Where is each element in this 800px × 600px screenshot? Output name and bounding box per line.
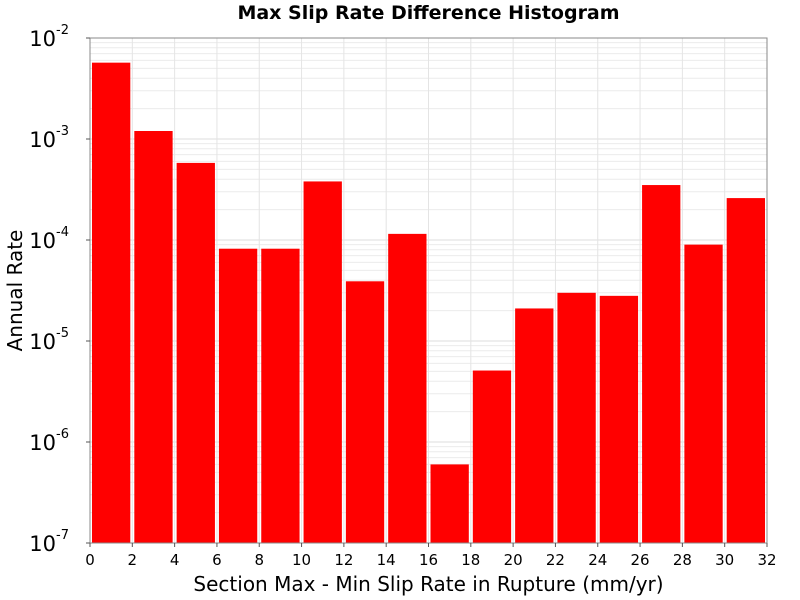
x-axis-ticks: 0 2 4 6 8 10 12 14 16 18 20 22 24 26 28 30 32: [85, 543, 777, 569]
histogram-bar: [684, 244, 723, 543]
bars: [92, 62, 765, 544]
x-tick-label: 22: [546, 551, 565, 569]
y-tick-label-exponent: -5: [56, 326, 69, 341]
y-tick-label-exponent: -7: [56, 528, 69, 543]
y-tick-label-base: 10: [29, 431, 56, 455]
x-tick-label: 0: [85, 551, 95, 569]
y-axis-label: Annual Rate: [3, 230, 27, 352]
x-tick-label: 12: [334, 551, 353, 569]
x-tick-label: 26: [631, 551, 650, 569]
y-tick-label-base: 10: [29, 128, 56, 152]
y-axis-ticks: 10-710-610-510-410-310-2: [29, 23, 90, 556]
histogram-bar: [345, 281, 385, 543]
histogram-bar: [218, 248, 258, 543]
histogram-bar: [599, 295, 639, 543]
histogram-bar: [92, 62, 131, 543]
histogram-bar: [472, 370, 512, 543]
y-tick-label-exponent: -2: [56, 23, 69, 38]
x-tick-label: 28: [673, 551, 692, 569]
x-tick-label: 32: [757, 551, 776, 569]
y-tick-label-base: 10: [29, 330, 56, 354]
x-tick-label: 18: [461, 551, 480, 569]
x-tick-label: 2: [128, 551, 138, 569]
y-tick-label-exponent: -6: [56, 427, 69, 442]
histogram-bar: [642, 185, 681, 543]
y-tick-label-base: 10: [29, 532, 56, 556]
y-tick-label-base: 10: [29, 229, 56, 253]
histogram-bar: [726, 198, 765, 543]
y-tick-label-exponent: -3: [56, 124, 69, 139]
x-tick-label: 24: [588, 551, 607, 569]
x-tick-label: 10: [292, 551, 311, 569]
x-tick-label: 8: [254, 551, 264, 569]
histogram-bar: [515, 308, 554, 543]
histogram-bar: [388, 233, 427, 544]
x-tick-label: 30: [715, 551, 734, 569]
y-tick-label-base: 10: [29, 27, 56, 51]
x-tick-label: 6: [212, 551, 222, 569]
chart-title: Max Slip Rate Difference Histogram: [237, 2, 620, 24]
x-tick-label: 4: [170, 551, 180, 569]
x-tick-label: 16: [419, 551, 438, 569]
x-axis-label: Section Max - Min Slip Rate in Rupture (…: [193, 572, 663, 596]
histogram-bar: [557, 292, 596, 543]
histogram-bar: [430, 464, 469, 543]
x-tick-label: 20: [504, 551, 523, 569]
y-tick-label-exponent: -4: [56, 225, 69, 240]
histogram-bar: [261, 248, 300, 543]
x-tick-label: 14: [377, 551, 396, 569]
histogram-bar: [176, 162, 215, 543]
histogram-bar: [134, 131, 173, 544]
histogram-bar: [303, 181, 342, 543]
